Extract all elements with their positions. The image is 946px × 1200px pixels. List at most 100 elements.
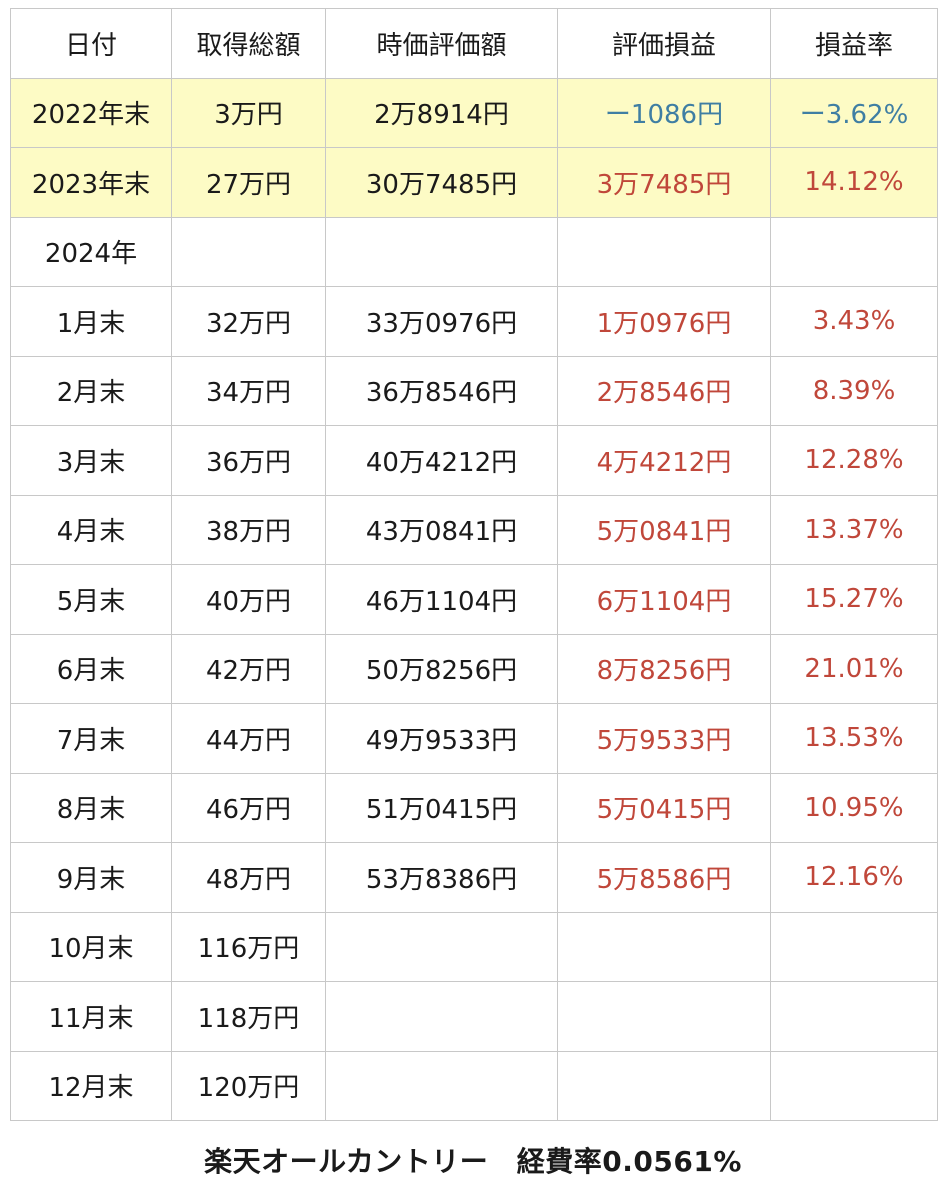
table-row: 2023年末 27万円 30万7485円 3万7485円 14.12% bbox=[10, 147, 938, 218]
table-row: 3月末 36万円 40万4212円 4万4212円 12.28% bbox=[10, 425, 938, 496]
table-row: 2月末 34万円 36万8546円 2万8546円 8.39% bbox=[10, 355, 938, 426]
header-gain: 評価損益 bbox=[557, 8, 771, 79]
cell-market-value: 50万8256円 bbox=[325, 633, 558, 704]
cell-market-value: 53万8386円 bbox=[325, 842, 558, 913]
cell-rate: 8.39% bbox=[770, 355, 938, 426]
cell-gain bbox=[557, 216, 771, 287]
cell-cost: 118万円 bbox=[171, 981, 326, 1052]
table-row: 4月末 38万円 43万0841円 5万0841円 13.37% bbox=[10, 494, 938, 565]
cell-gain: 1万0976円 bbox=[557, 286, 771, 357]
cell-rate bbox=[770, 216, 938, 287]
header-market-value: 時価評価額 bbox=[325, 8, 558, 79]
cell-gain: 5万9533円 bbox=[557, 703, 771, 774]
cell-market-value: 36万8546円 bbox=[325, 355, 558, 426]
cell-date: 1月末 bbox=[10, 286, 172, 357]
cell-date: 12月末 bbox=[10, 1050, 172, 1121]
cell-rate: ー3.62% bbox=[770, 77, 938, 148]
cell-rate: 10.95% bbox=[770, 772, 938, 843]
cell-rate: 13.53% bbox=[770, 703, 938, 774]
cell-market-value: 43万0841円 bbox=[325, 494, 558, 565]
cell-date: 8月末 bbox=[10, 772, 172, 843]
header-date: 日付 bbox=[10, 8, 172, 79]
cell-market-value: 2万8914円 bbox=[325, 77, 558, 148]
table-row: 8月末 46万円 51万0415円 5万0415円 10.95% bbox=[10, 772, 938, 843]
table-row: 9月末 48万円 53万8386円 5万8586円 12.16% bbox=[10, 842, 938, 913]
investment-table: 日付 取得総額 時価評価額 評価損益 損益率 2022年末 3万円 2万8914円ー… bbox=[10, 8, 938, 1121]
cell-market-value bbox=[325, 911, 558, 982]
fund-caption: 楽天オールカントリー 経費率0.0561% bbox=[204, 1145, 742, 1178]
cell-cost: 120万円 bbox=[171, 1050, 326, 1121]
cell-gain: 6万1104円 bbox=[557, 564, 771, 635]
header-row: 日付 取得総額 時価評価額 評価損益 損益率 bbox=[10, 8, 938, 79]
cell-cost: 34万円 bbox=[171, 355, 326, 426]
cell-gain: 5万0841円 bbox=[557, 494, 771, 565]
table-row: 6月末 42万円 50万8256円 8万8256円 21.01% bbox=[10, 633, 938, 704]
table-row: 11月末 118万円 bbox=[10, 981, 938, 1052]
cell-gain: 2万8546円 bbox=[557, 355, 771, 426]
cell-gain: 8万8256円 bbox=[557, 633, 771, 704]
cell-gain: 5万8586円 bbox=[557, 842, 771, 913]
header-cost: 取得総額 bbox=[171, 8, 326, 79]
cell-gain: 3万7485円 bbox=[557, 147, 771, 218]
cell-cost: 32万円 bbox=[171, 286, 326, 357]
cell-market-value: 46万1104円 bbox=[325, 564, 558, 635]
table-row: 2022年末 3万円 2万8914円 ー1086円 ー3.62% bbox=[10, 77, 938, 148]
cell-gain: 5万0415円 bbox=[557, 772, 771, 843]
cell-market-value: 49万9533円 bbox=[325, 703, 558, 774]
cell-gain bbox=[557, 1050, 771, 1121]
cell-rate bbox=[770, 911, 938, 982]
table-row: 5月末 40万円 46万1104円 6万1104円 15.27% bbox=[10, 564, 938, 635]
cell-market-value bbox=[325, 981, 558, 1052]
investment-table-container: 日付 取得総額 時価評価額 評価損益 損益率 2022年末 3万円 2万8914円ー… bbox=[10, 8, 938, 1121]
cell-market-value: 40万4212円 bbox=[325, 425, 558, 496]
cell-rate: 15.27% bbox=[770, 564, 938, 635]
cell-cost: 116万円 bbox=[171, 911, 326, 982]
table-row: 12月末 120万円 bbox=[10, 1050, 938, 1121]
cell-rate: 12.16% bbox=[770, 842, 938, 913]
cell-rate: 21.01% bbox=[770, 633, 938, 704]
cell-gain: 4万4212円 bbox=[557, 425, 771, 496]
header-rate: 損益率 bbox=[770, 8, 938, 79]
cell-rate: 3.43% bbox=[770, 286, 938, 357]
cell-date: 9月末 bbox=[10, 842, 172, 913]
cell-date: 10月末 bbox=[10, 911, 172, 982]
cell-cost: 42万円 bbox=[171, 633, 326, 704]
cell-rate: 14.12% bbox=[770, 147, 938, 218]
cell-date: 4月末 bbox=[10, 494, 172, 565]
cell-market-value bbox=[325, 1050, 558, 1121]
cell-cost: 36万円 bbox=[171, 425, 326, 496]
cell-cost bbox=[171, 216, 326, 287]
cell-cost: 48万円 bbox=[171, 842, 326, 913]
cell-date: 11月末 bbox=[10, 981, 172, 1052]
cell-cost: 27万円 bbox=[171, 147, 326, 218]
table-row: 7月末 44万円 49万9533円 5万9533円 13.53% bbox=[10, 703, 938, 774]
table-row: 10月末 116万円 bbox=[10, 911, 938, 982]
cell-market-value: 33万0976円 bbox=[325, 286, 558, 357]
cell-gain bbox=[557, 981, 771, 1052]
cell-market-value bbox=[325, 216, 558, 287]
cell-rate: 13.37% bbox=[770, 494, 938, 565]
cell-market-value: 30万7485円 bbox=[325, 147, 558, 218]
cell-date: 5月末 bbox=[10, 564, 172, 635]
cell-cost: 44万円 bbox=[171, 703, 326, 774]
cell-rate: 12.28% bbox=[770, 425, 938, 496]
cell-market-value: 51万0415円 bbox=[325, 772, 558, 843]
table-row: 2024年 bbox=[10, 216, 938, 287]
cell-date: 2023年末 bbox=[10, 147, 172, 218]
cell-date: 7月末 bbox=[10, 703, 172, 774]
cell-cost: 40万円 bbox=[171, 564, 326, 635]
cell-rate bbox=[770, 981, 938, 1052]
table-body: 2022年末 3万円 2万8914円 ー1086円 ー3.62% 2023年末 27万円 30… bbox=[10, 77, 938, 1121]
cell-cost: 3万円 bbox=[171, 77, 326, 148]
cell-date: 2022年末 bbox=[10, 77, 172, 148]
table-row: 1月末 32万円 33万0976円 1万0976円 3.43% bbox=[10, 286, 938, 357]
cell-cost: 46万円 bbox=[171, 772, 326, 843]
cell-gain: ー1086円 bbox=[557, 77, 771, 148]
cell-rate bbox=[770, 1050, 938, 1121]
cell-date: 2024年 bbox=[10, 216, 172, 287]
cell-date: 6月末 bbox=[10, 633, 172, 704]
cell-gain bbox=[557, 911, 771, 982]
cell-date: 2月末 bbox=[10, 355, 172, 426]
cell-cost: 38万円 bbox=[171, 494, 326, 565]
cell-date: 3月末 bbox=[10, 425, 172, 496]
